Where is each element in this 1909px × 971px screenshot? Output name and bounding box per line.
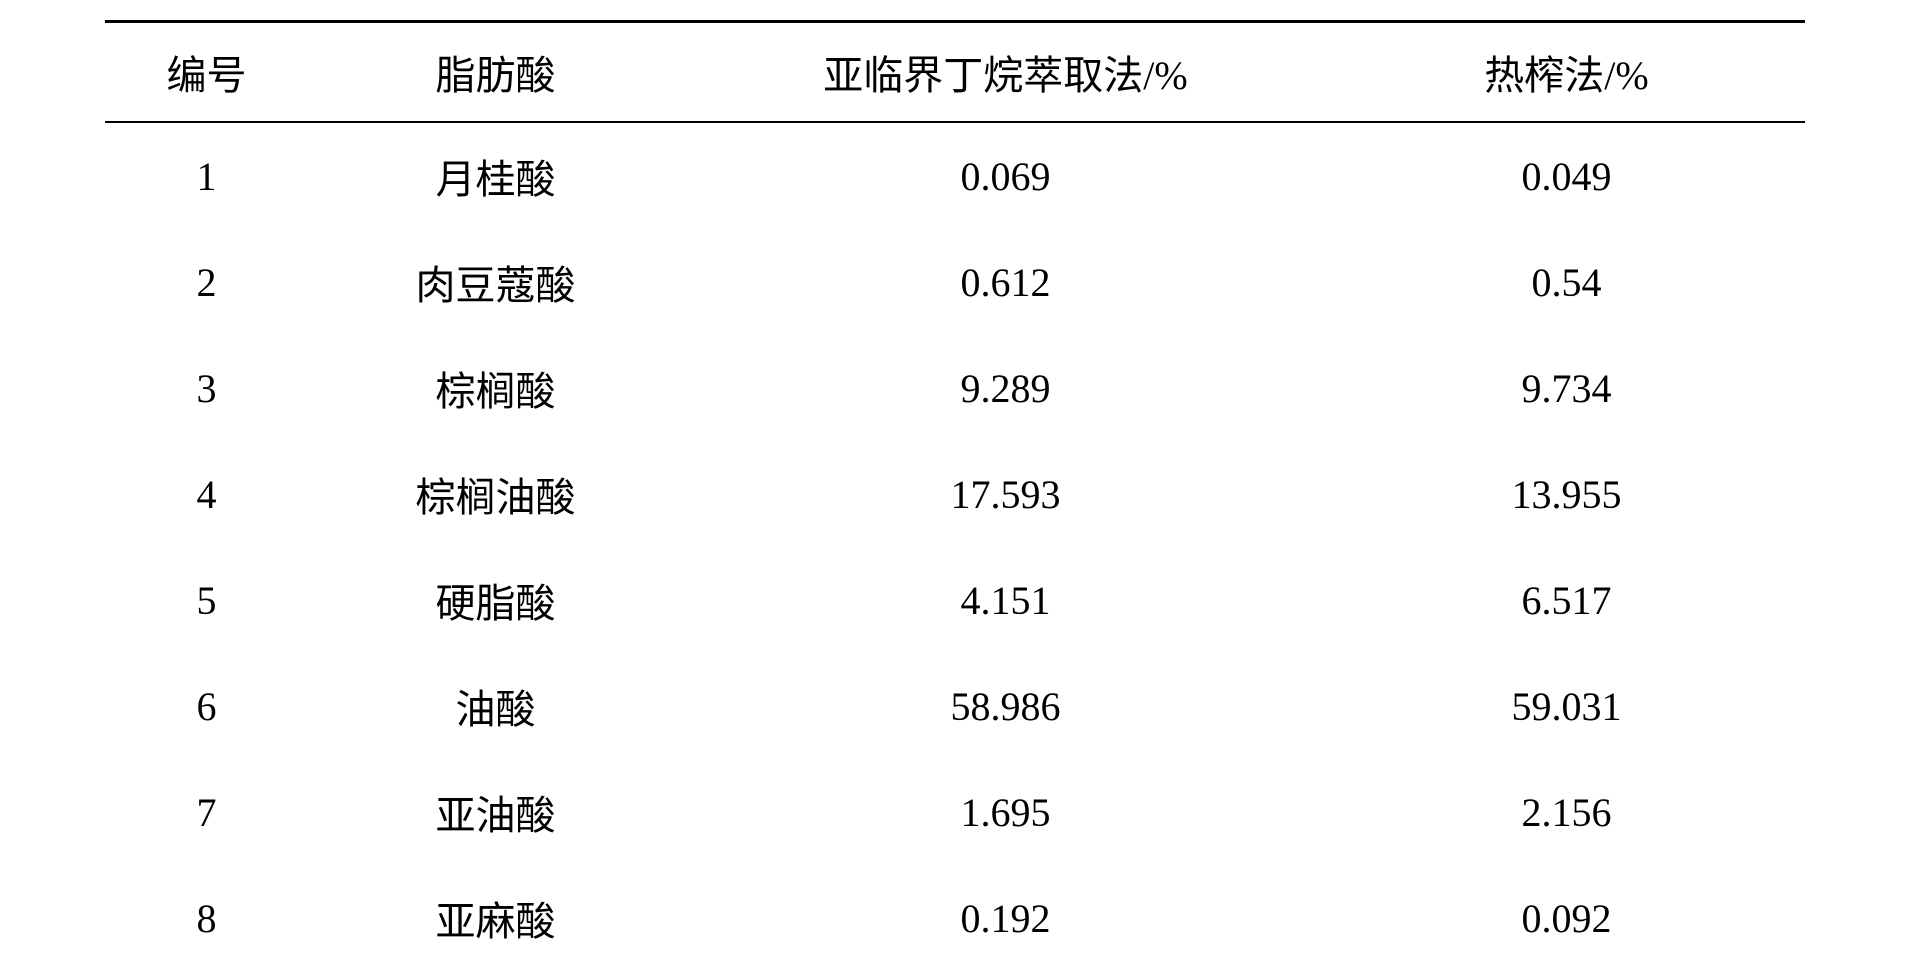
table-row: 5 硬脂酸 4.151 6.517 bbox=[105, 547, 1805, 653]
cell-name: 棕榈油酸 bbox=[309, 441, 683, 547]
cell-name: 油酸 bbox=[309, 653, 683, 759]
table-body: 1 月桂酸 0.069 0.049 2 肉豆蔻酸 0.612 0.54 3 棕榈… bbox=[105, 122, 1805, 971]
cell-index: 6 bbox=[105, 653, 309, 759]
fatty-acid-table: 编号 脂肪酸 亚临界丁烷萃取法/% 热榨法/% 1 月桂酸 0.069 0.04… bbox=[105, 20, 1805, 971]
table-row: 1 月桂酸 0.069 0.049 bbox=[105, 122, 1805, 229]
fatty-acid-table-container: 编号 脂肪酸 亚临界丁烷萃取法/% 热榨法/% 1 月桂酸 0.069 0.04… bbox=[105, 20, 1805, 971]
cell-method2: 9.734 bbox=[1329, 335, 1805, 441]
cell-method1: 4.151 bbox=[683, 547, 1329, 653]
cell-method2: 2.156 bbox=[1329, 759, 1805, 865]
cell-method1: 17.593 bbox=[683, 441, 1329, 547]
cell-method2: 13.955 bbox=[1329, 441, 1805, 547]
col-header-name: 脂肪酸 bbox=[309, 22, 683, 123]
cell-index: 1 bbox=[105, 122, 309, 229]
table-row: 3 棕榈酸 9.289 9.734 bbox=[105, 335, 1805, 441]
cell-index: 4 bbox=[105, 441, 309, 547]
cell-method1: 0.069 bbox=[683, 122, 1329, 229]
table-row: 4 棕榈油酸 17.593 13.955 bbox=[105, 441, 1805, 547]
cell-name: 亚麻酸 bbox=[309, 865, 683, 971]
cell-name: 亚油酸 bbox=[309, 759, 683, 865]
cell-method1: 0.612 bbox=[683, 229, 1329, 335]
cell-index: 7 bbox=[105, 759, 309, 865]
cell-name: 月桂酸 bbox=[309, 122, 683, 229]
cell-method2: 6.517 bbox=[1329, 547, 1805, 653]
table-row: 7 亚油酸 1.695 2.156 bbox=[105, 759, 1805, 865]
cell-method1: 9.289 bbox=[683, 335, 1329, 441]
cell-method1: 0.192 bbox=[683, 865, 1329, 971]
cell-method2: 0.092 bbox=[1329, 865, 1805, 971]
cell-method2: 59.031 bbox=[1329, 653, 1805, 759]
table-row: 6 油酸 58.986 59.031 bbox=[105, 653, 1805, 759]
col-header-index: 编号 bbox=[105, 22, 309, 123]
col-header-method1: 亚临界丁烷萃取法/% bbox=[683, 22, 1329, 123]
table-row: 8 亚麻酸 0.192 0.092 bbox=[105, 865, 1805, 971]
cell-index: 8 bbox=[105, 865, 309, 971]
cell-method1: 1.695 bbox=[683, 759, 1329, 865]
cell-method2: 0.54 bbox=[1329, 229, 1805, 335]
cell-index: 3 bbox=[105, 335, 309, 441]
cell-name: 棕榈酸 bbox=[309, 335, 683, 441]
cell-name: 肉豆蔻酸 bbox=[309, 229, 683, 335]
col-header-method2: 热榨法/% bbox=[1329, 22, 1805, 123]
cell-method2: 0.049 bbox=[1329, 122, 1805, 229]
cell-method1: 58.986 bbox=[683, 653, 1329, 759]
cell-name: 硬脂酸 bbox=[309, 547, 683, 653]
table-header-row: 编号 脂肪酸 亚临界丁烷萃取法/% 热榨法/% bbox=[105, 22, 1805, 123]
cell-index: 2 bbox=[105, 229, 309, 335]
cell-index: 5 bbox=[105, 547, 309, 653]
table-row: 2 肉豆蔻酸 0.612 0.54 bbox=[105, 229, 1805, 335]
table-header: 编号 脂肪酸 亚临界丁烷萃取法/% 热榨法/% bbox=[105, 22, 1805, 123]
